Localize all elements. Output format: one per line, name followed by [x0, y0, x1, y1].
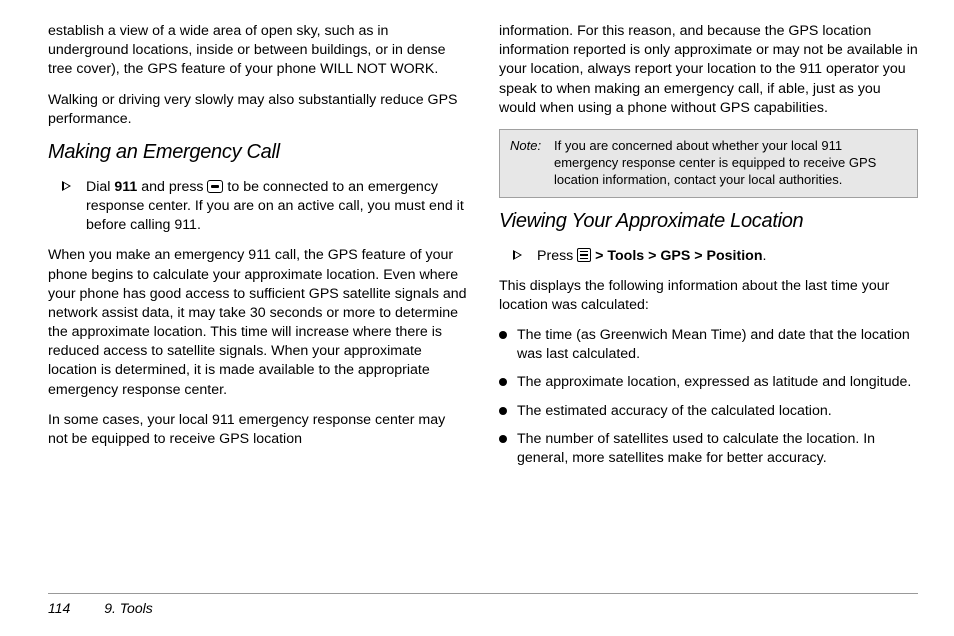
paragraph: information. For this reason, and becaus… [499, 22, 918, 118]
bullet-list: The time (as Greenwich Mean Time) and da… [499, 326, 918, 468]
step-text: Press > Tools > GPS > Position. [537, 247, 766, 266]
list-item: The estimated accuracy of the calculated… [499, 402, 918, 421]
note-label: Note: [510, 138, 554, 189]
page-number: 114 [48, 600, 70, 616]
section-label: 9. Tools [104, 600, 153, 616]
step-marker-icon [513, 247, 537, 266]
heading-emergency-call: Making an Emergency Call [48, 141, 467, 164]
step-marker-icon [62, 178, 86, 236]
list-item: The number of satellites used to calcula… [499, 430, 918, 468]
left-column: establish a view of a wide area of open … [48, 22, 467, 572]
paragraph: When you make an emergency 911 call, the… [48, 246, 467, 399]
step-dial-911: Dial 911 and press to be connected to an… [48, 178, 467, 236]
paragraph: Walking or driving very slowly may also … [48, 91, 467, 129]
paragraph: In some cases, your local 911 emergency … [48, 411, 467, 449]
list-item: The approximate location, expressed as l… [499, 373, 918, 392]
list-item: The time (as Greenwich Mean Time) and da… [499, 326, 918, 364]
menu-key-icon [577, 248, 591, 262]
right-column: information. For this reason, and becaus… [499, 22, 918, 572]
note-body: If you are concerned about whether your … [554, 138, 907, 189]
step-press-menu: Press > Tools > GPS > Position. [499, 247, 918, 266]
heading-viewing-location: Viewing Your Approximate Location [499, 210, 918, 233]
note-box: Note: If you are concerned about whether… [499, 129, 918, 198]
ok-key-icon [207, 180, 223, 193]
paragraph: This displays the following information … [499, 277, 918, 315]
page-footer: 114 9. Tools [48, 593, 918, 616]
paragraph: establish a view of a wide area of open … [48, 22, 467, 80]
step-text: Dial 911 and press to be connected to an… [86, 178, 467, 236]
